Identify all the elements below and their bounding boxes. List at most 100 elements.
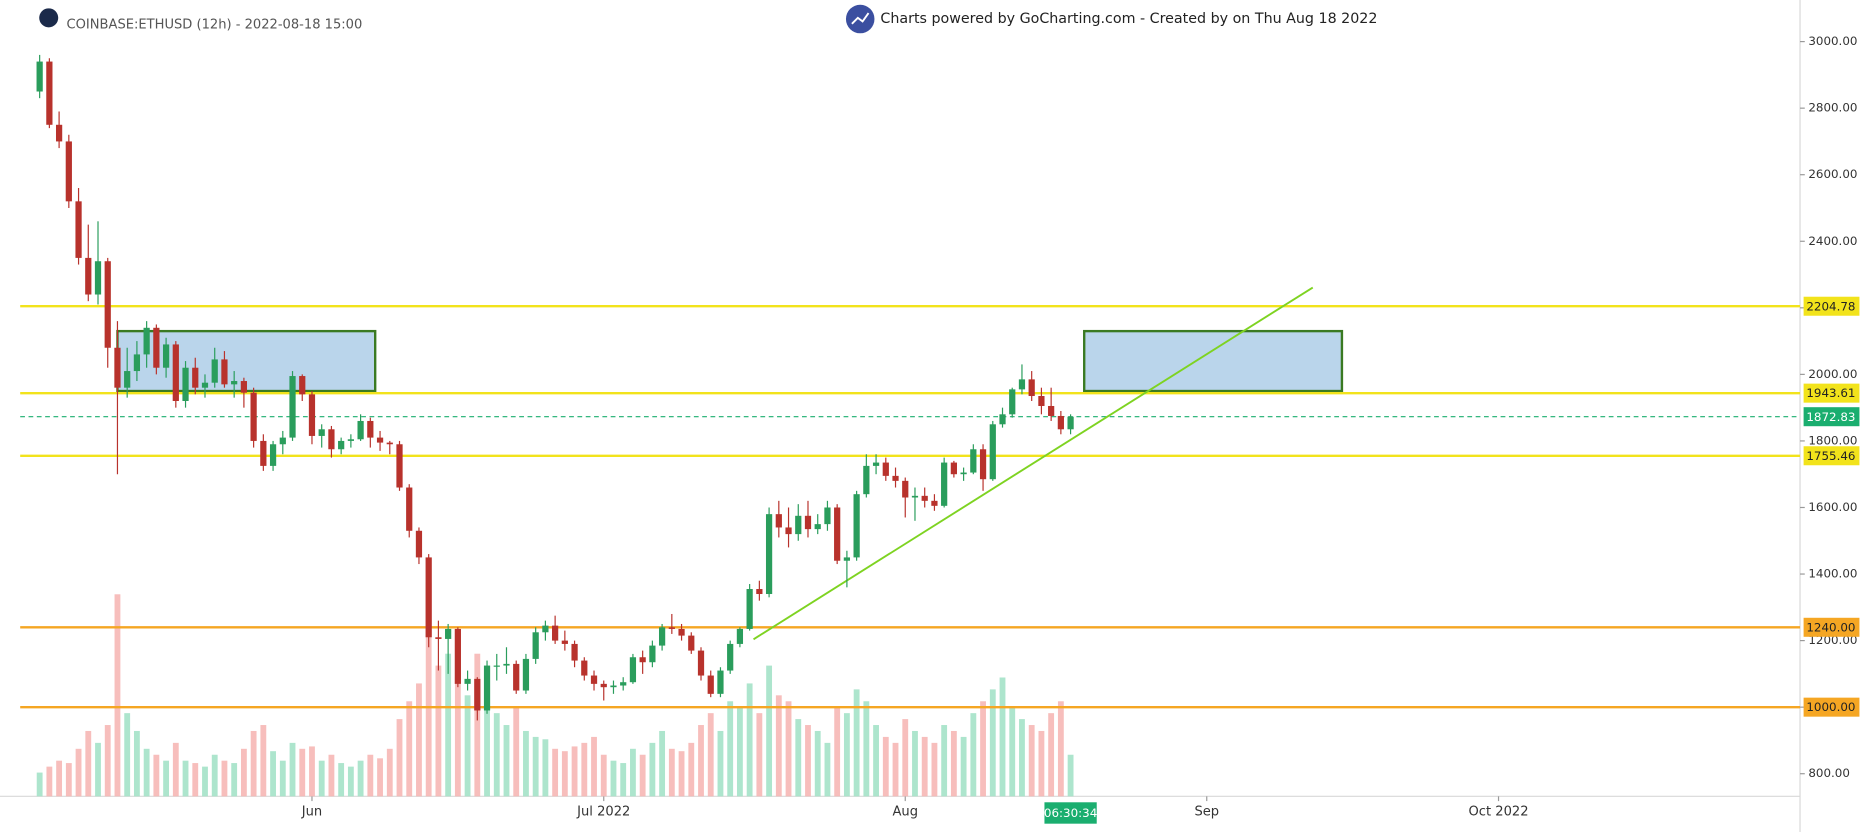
candle-body: [853, 494, 860, 558]
candle-body: [162, 344, 170, 368]
volume-bar: [270, 751, 276, 797]
x-tick-label: Jul 2022: [576, 804, 630, 819]
candle-body: [46, 61, 53, 125]
candle-body: [931, 500, 938, 506]
volume-bar: [396, 719, 403, 797]
candle-body: [668, 627, 675, 629]
countdown: 06:30:34: [1044, 806, 1097, 820]
volume-bar: [299, 748, 306, 797]
volume-bar: [153, 754, 160, 797]
candle-body: [192, 367, 199, 388]
volume-bar: [513, 707, 520, 797]
volume-bar: [960, 736, 967, 797]
y-tick-label: 1600.00: [1808, 500, 1857, 514]
volume-bar: [950, 730, 957, 797]
volume-bar: [309, 746, 315, 797]
countdown-tag: [1044, 802, 1097, 824]
candle-body: [707, 675, 714, 694]
volume-bar: [630, 748, 636, 797]
candle-body: [775, 514, 782, 528]
candle-body: [308, 394, 316, 436]
volume-bar: [678, 751, 685, 797]
candle-body: [717, 670, 724, 694]
candle-body: [240, 381, 248, 393]
candle-body: [172, 344, 179, 402]
volume-bar: [941, 725, 948, 797]
candle-body: [960, 472, 967, 475]
candle-body: [600, 683, 607, 688]
volume-bar: [824, 742, 831, 797]
volume-bar: [882, 736, 889, 797]
volume-bar: [649, 742, 656, 797]
volume-bar: [999, 677, 1006, 797]
volume-bar: [75, 748, 82, 797]
candle-body: [872, 462, 880, 466]
volume-bar: [406, 701, 413, 797]
candle-body: [231, 381, 238, 385]
volume-bar: [843, 713, 850, 797]
candle-body: [464, 678, 471, 684]
volume-bar: [600, 754, 607, 797]
candle-body: [639, 657, 646, 663]
candle-body: [483, 665, 491, 711]
volume-bar: [1038, 730, 1045, 797]
volume-bar: [552, 748, 559, 797]
volume-bar: [610, 760, 617, 797]
candle-body: [571, 643, 578, 661]
candle-body: [658, 627, 666, 646]
volume-bar: [143, 748, 150, 797]
volume-bar: [289, 742, 296, 797]
candle-body: [756, 589, 763, 595]
volume-bar: [182, 760, 189, 797]
volume-bar: [532, 736, 539, 797]
volume-bar: [464, 695, 471, 797]
candle-body: [36, 61, 43, 92]
volume-bar: [805, 725, 811, 797]
candle-body: [688, 635, 695, 651]
candle-body: [299, 376, 306, 395]
volume-bar: [435, 665, 442, 797]
level-label: 1240.00: [1806, 620, 1855, 634]
candle-body: [795, 515, 802, 535]
candle-body: [289, 376, 296, 438]
volume-bar: [46, 766, 53, 797]
volume-bar: [202, 766, 208, 797]
candle-body: [678, 628, 685, 636]
y-tick-label: 2600.00: [1808, 167, 1857, 181]
volume-bar: [581, 742, 588, 797]
volume-bar: [1019, 719, 1025, 797]
candle-body: [911, 495, 919, 498]
candle-body: [386, 442, 393, 445]
volume-bar: [873, 725, 879, 797]
volume-bar: [474, 653, 481, 797]
volume-bar: [523, 730, 529, 797]
candle-body: [201, 382, 209, 388]
exchange-icon[interactable]: [39, 8, 59, 28]
candle-body: [318, 429, 325, 436]
volume-bar: [542, 739, 549, 797]
volume-bar: [445, 653, 452, 797]
volume-bar: [707, 713, 714, 797]
volume-bar: [834, 707, 841, 797]
level-label: 1000.00: [1806, 700, 1855, 714]
y-tick-label: 2000.00: [1808, 367, 1857, 381]
volume-bar: [591, 736, 597, 797]
y-tick-label: 2400.00: [1808, 234, 1857, 248]
candle-body: [552, 625, 559, 641]
candle-body: [941, 462, 948, 506]
candle-body: [727, 643, 734, 671]
candle-body: [882, 462, 889, 476]
volume-bar: [328, 754, 335, 797]
candle-body: [367, 420, 374, 438]
volume-bar: [931, 742, 938, 797]
volume-bar: [989, 689, 996, 797]
last-price-label: 1872.83: [1806, 410, 1855, 424]
candle-body: [921, 495, 928, 501]
volume-bar: [659, 730, 666, 797]
candle-body: [999, 414, 1006, 425]
candle-body: [804, 515, 812, 530]
candle-body: [1009, 389, 1016, 415]
plot: 800.001000.001200.001400.001600.001800.0…: [20, 34, 1860, 824]
volume-bar: [114, 594, 121, 797]
y-tick-label: 1400.00: [1808, 567, 1857, 581]
